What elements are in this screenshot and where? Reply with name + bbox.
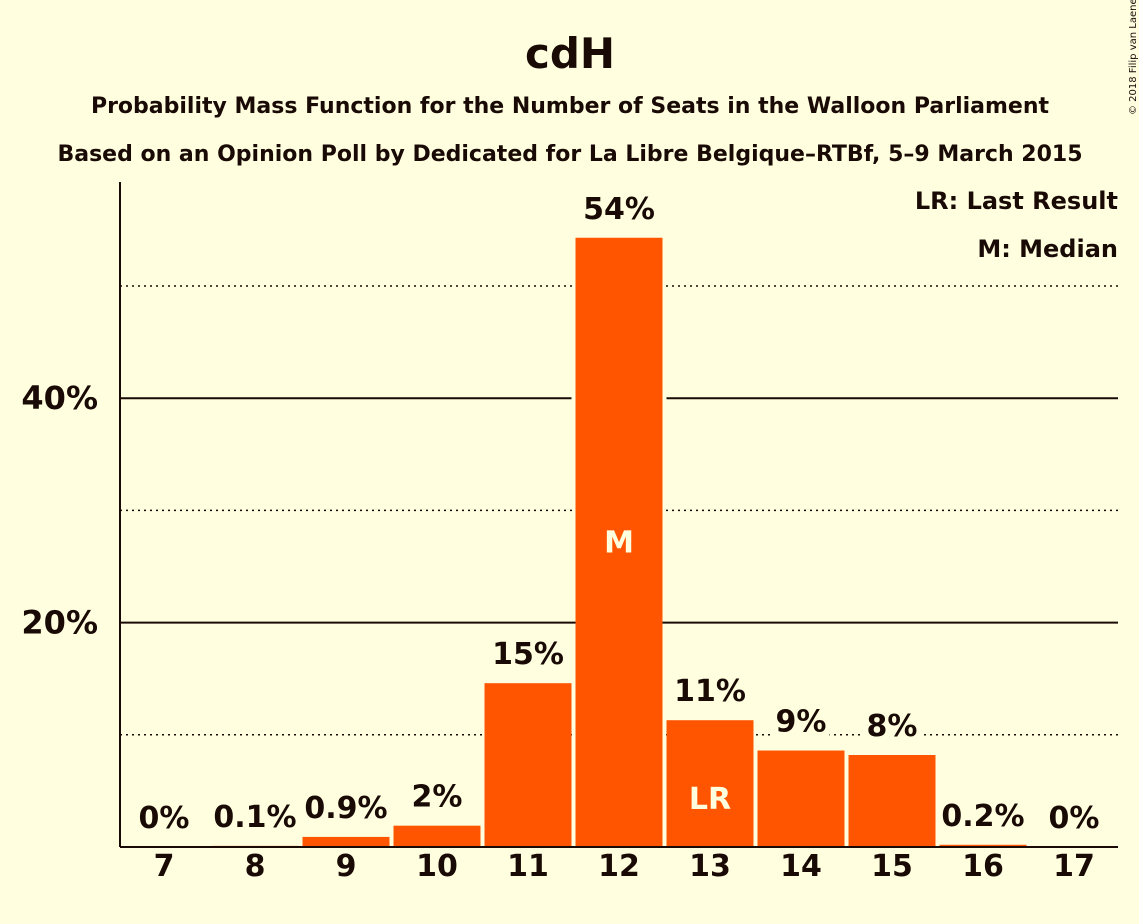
- data-label: 9%: [776, 705, 827, 740]
- bars: [211, 237, 1027, 847]
- data-label-background: [135, 801, 193, 836]
- median-marker: M: [604, 525, 634, 560]
- chart-title: cdH: [525, 29, 615, 78]
- x-tick-label: 15: [871, 849, 913, 884]
- legend-median: M: Median: [977, 235, 1118, 263]
- x-tick-label: 7: [154, 849, 175, 884]
- data-label-background: [210, 799, 300, 835]
- data-label-background: [489, 637, 567, 673]
- bar: [666, 720, 754, 847]
- data-label-background: [671, 674, 749, 710]
- data-label: 0.9%: [304, 791, 387, 826]
- data-label: 11%: [674, 674, 746, 709]
- chart-subtitle-1: Probability Mass Function for the Number…: [91, 94, 1050, 119]
- data-label-background: [863, 708, 921, 744]
- x-tick-label: 10: [416, 849, 458, 884]
- data-label-background: [580, 191, 658, 227]
- labels: 20% 40% 0% 7 0.1% 8 0.9% 9 2% 10 15% 11 54% 12 11% 13 9%…: [21, 191, 1103, 884]
- axes: [119, 182, 1118, 848]
- data-label-background: [772, 704, 830, 740]
- last-result-marker: LR: [689, 782, 731, 817]
- x-tick-label: 9: [336, 849, 357, 884]
- data-label: 15%: [492, 637, 564, 672]
- legend-last-result: LR: Last Result: [915, 187, 1118, 215]
- bar: [484, 683, 572, 847]
- y-tick-label: 20%: [21, 604, 98, 642]
- bar: [848, 754, 936, 847]
- x-tick-label: 14: [780, 849, 822, 884]
- data-label-background: [938, 798, 1028, 834]
- data-label: 54%: [583, 192, 655, 227]
- data-label-background: [408, 779, 466, 815]
- x-tick-label: 17: [1053, 849, 1095, 884]
- data-label: 8%: [867, 709, 918, 744]
- x-tick-label: 8: [245, 849, 266, 884]
- bar: [939, 844, 1027, 847]
- bar: [757, 750, 845, 847]
- x-tick-label: 13: [689, 849, 731, 884]
- data-label-background: [301, 790, 391, 826]
- x-tick-label: 16: [962, 849, 1004, 884]
- data-label: 2%: [412, 780, 463, 815]
- data-label: 0.2%: [941, 799, 1024, 834]
- data-label: 0.1%: [213, 800, 296, 835]
- data-label: 0%: [1049, 801, 1100, 836]
- bar: [393, 825, 481, 847]
- data-label-background: [1045, 801, 1103, 836]
- bar: [302, 836, 390, 847]
- x-tick-label: 12: [598, 849, 640, 884]
- copyright-text: © 2018 Filip van Laenen: [1128, 0, 1139, 115]
- x-tick-label: 11: [507, 849, 549, 884]
- chart-subtitle-2: Based on an Opinion Poll by Dedicated fo…: [57, 142, 1082, 167]
- bar: [575, 237, 663, 847]
- y-tick-label: 40%: [21, 379, 98, 417]
- data-label: 0%: [139, 801, 190, 836]
